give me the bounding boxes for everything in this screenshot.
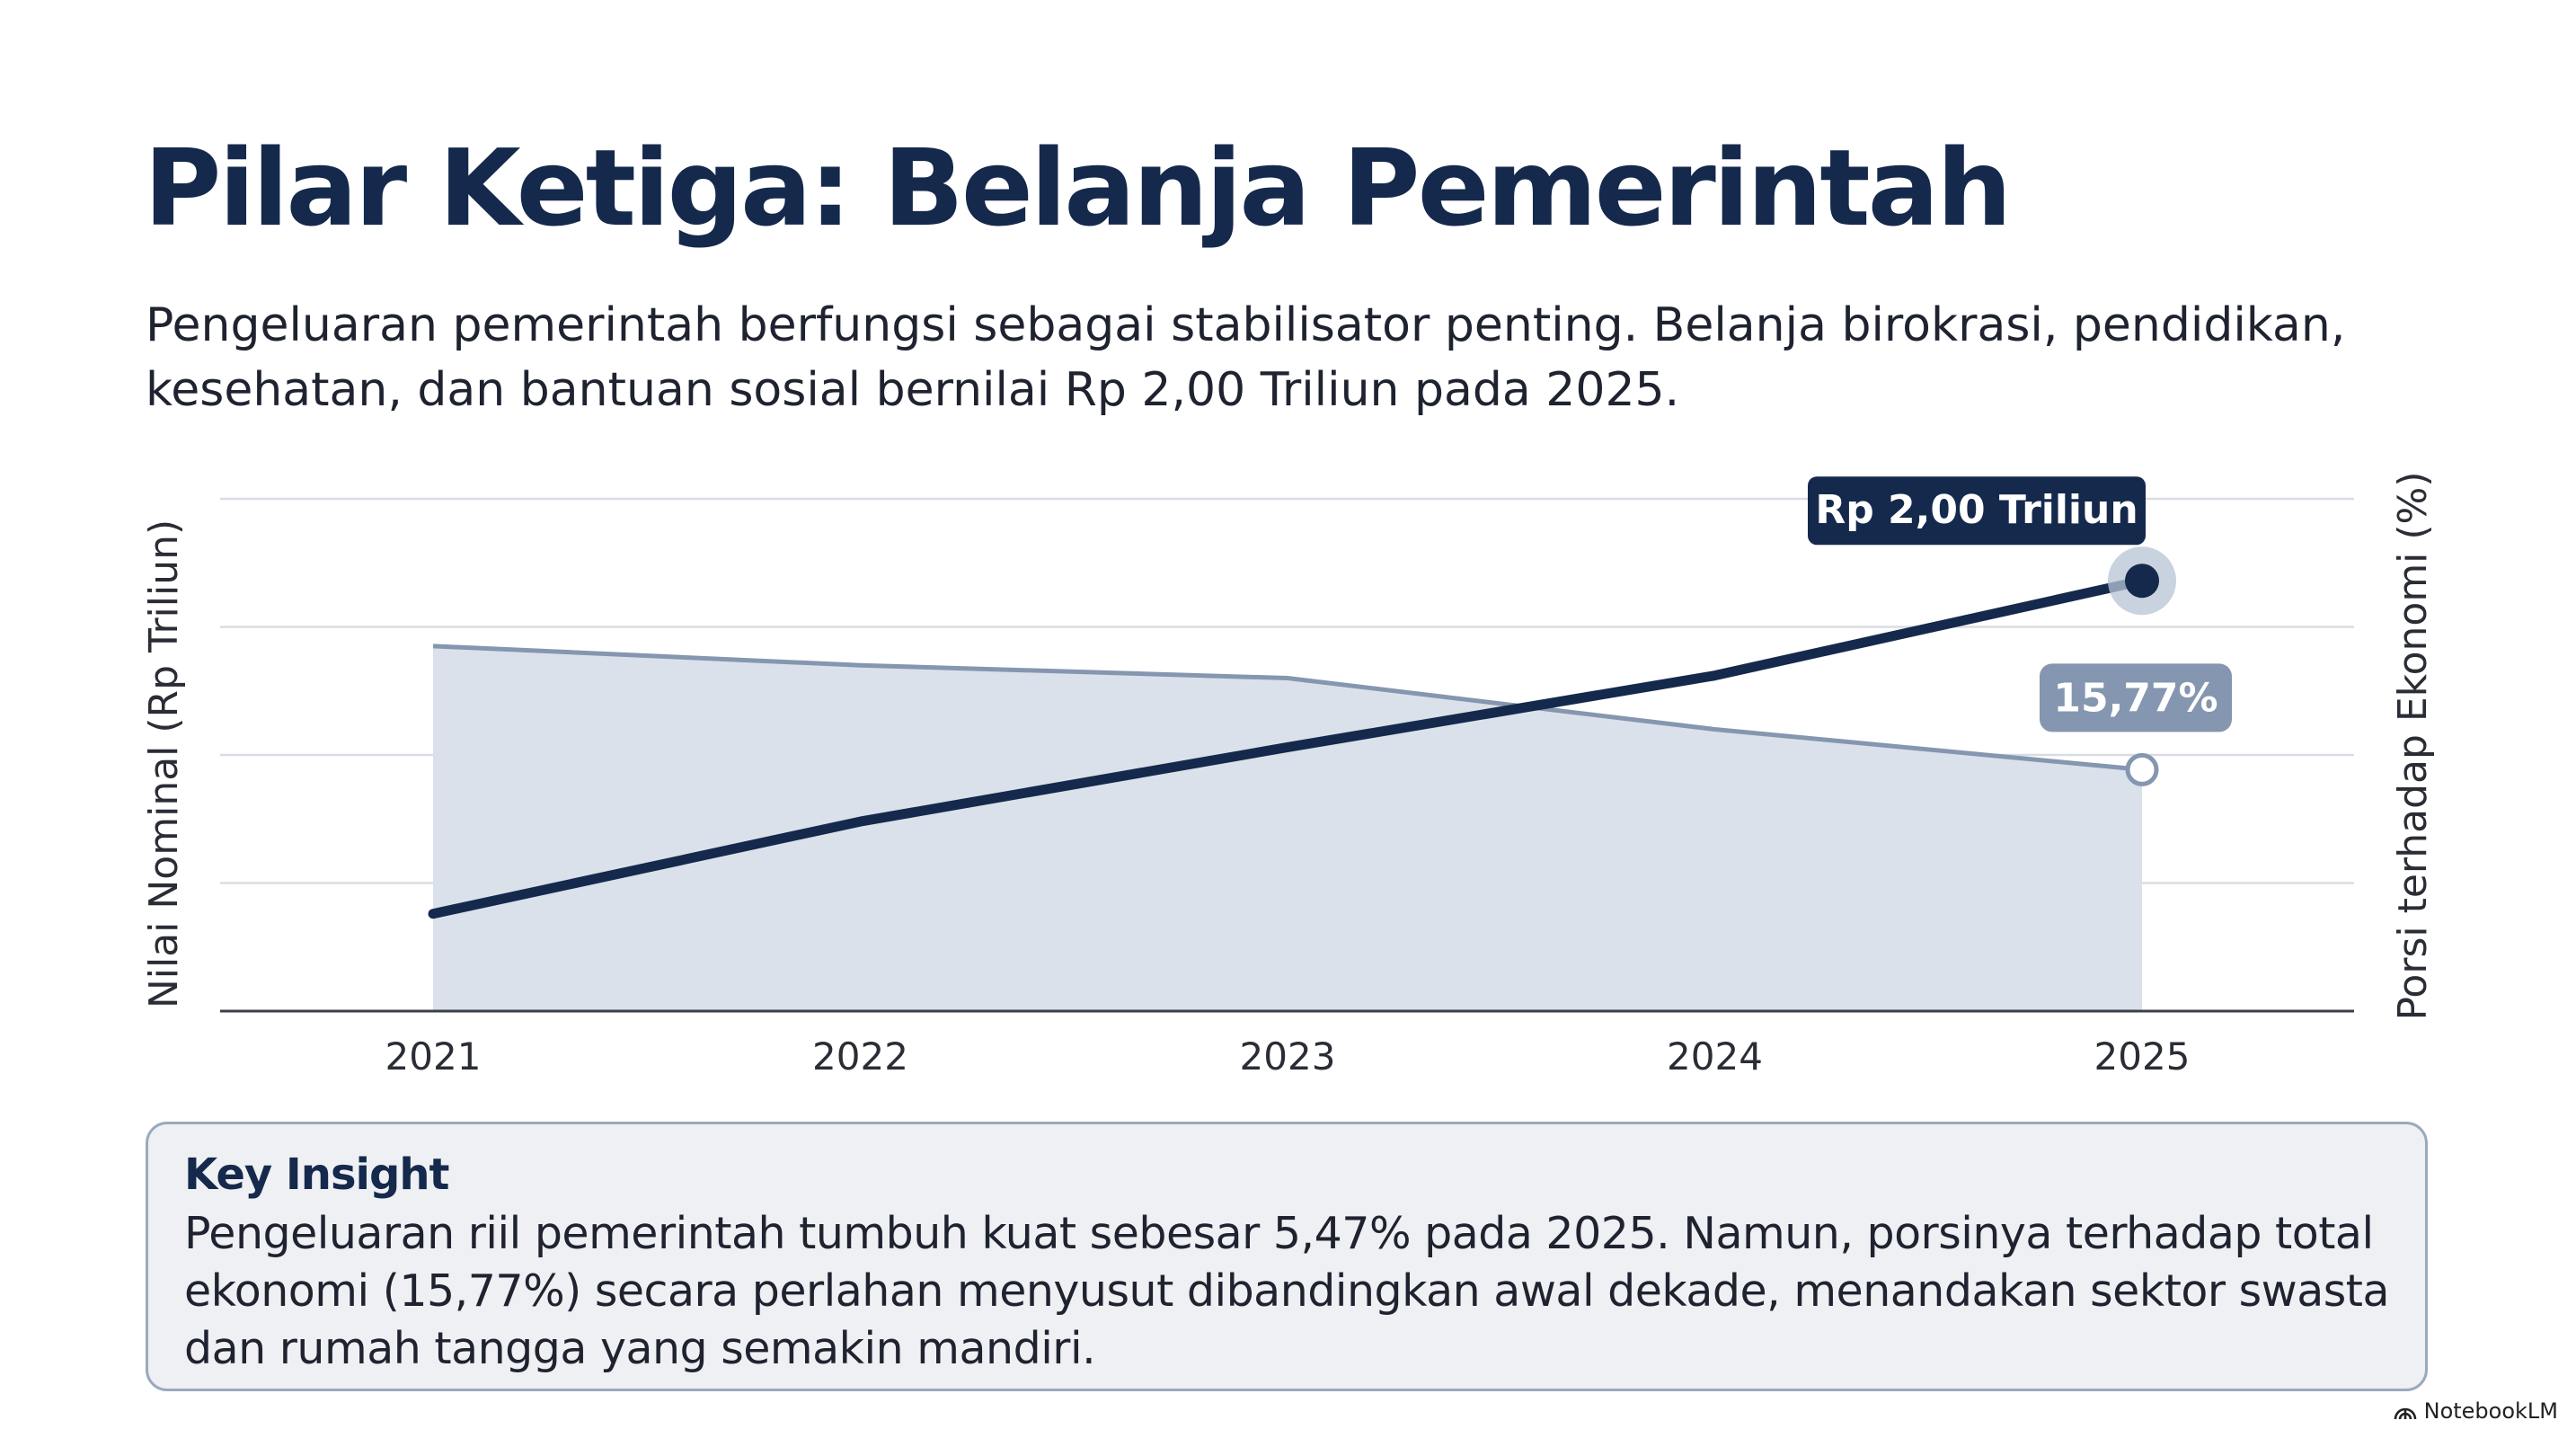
notebooklm-icon: [2394, 1407, 2416, 1420]
y-axis-label-right: Porsi terhadap Ekonomi (%): [2390, 471, 2436, 1020]
area-series-fill: [433, 645, 2142, 1011]
line-series-end-label: Rp 2,00 Triliun: [1815, 487, 2138, 533]
area-series-end-label: 15,77%: [2053, 675, 2217, 721]
line-series-end-point: [2125, 564, 2159, 599]
key-insight-title: Key Insight: [184, 1150, 449, 1200]
key-insight-body: Pengeluaran riil pemerintah tumbuh kuat …: [184, 1208, 2390, 1374]
key-insight-box: Key Insight Pengeluaran riil pemerintah …: [146, 1122, 2428, 1391]
brand-watermark: NotebookLM: [2394, 1398, 2558, 1424]
x-tick-label: 2025: [2094, 1034, 2191, 1078]
area-series-label-box: [2040, 663, 2232, 732]
area-series-end-point: [2125, 752, 2159, 786]
area-series-line: [432, 644, 2143, 772]
x-tick-label: 2023: [1240, 1034, 1336, 1078]
line-series-label-box: [1808, 476, 2146, 546]
line-series-line: [428, 575, 2147, 919]
y-axis-label-left: Nilai Nominal (Rp Triliun): [141, 519, 187, 1008]
x-tick-label: 2024: [1667, 1034, 1763, 1078]
x-tick-label: 2022: [812, 1034, 908, 1078]
x-tick-label: 2021: [385, 1034, 482, 1078]
page-subtitle: Pengeluaran pemerintah berfungsi sebagai…: [146, 298, 2346, 417]
brand-name: NotebookLM: [2423, 1398, 2558, 1424]
page-title: Pilar Ketiga: Belanja Pemerintah: [144, 126, 2012, 250]
